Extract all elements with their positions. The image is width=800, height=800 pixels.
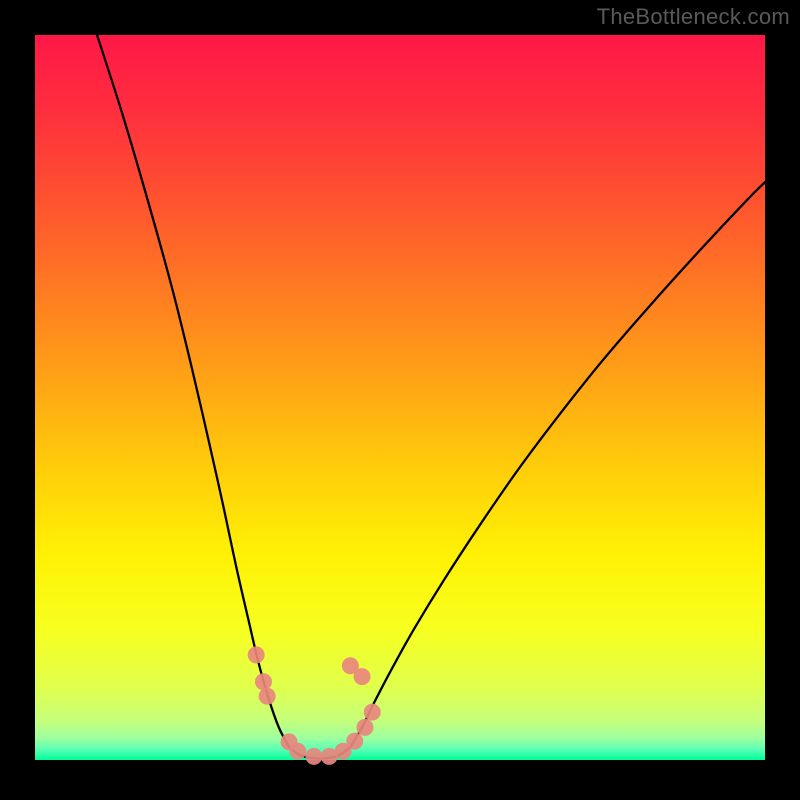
data-marker xyxy=(346,733,363,750)
data-marker xyxy=(305,748,322,765)
data-marker xyxy=(356,719,373,736)
data-marker xyxy=(255,673,272,690)
chart-container: TheBottleneck.com xyxy=(0,0,800,800)
data-marker xyxy=(364,704,381,721)
data-marker xyxy=(259,688,276,705)
data-marker xyxy=(289,743,306,760)
data-marker xyxy=(248,646,265,663)
data-marker xyxy=(354,668,371,685)
watermark-text: TheBottleneck.com xyxy=(597,4,790,30)
gradient-background xyxy=(35,35,765,760)
bottleneck-chart xyxy=(0,0,800,800)
